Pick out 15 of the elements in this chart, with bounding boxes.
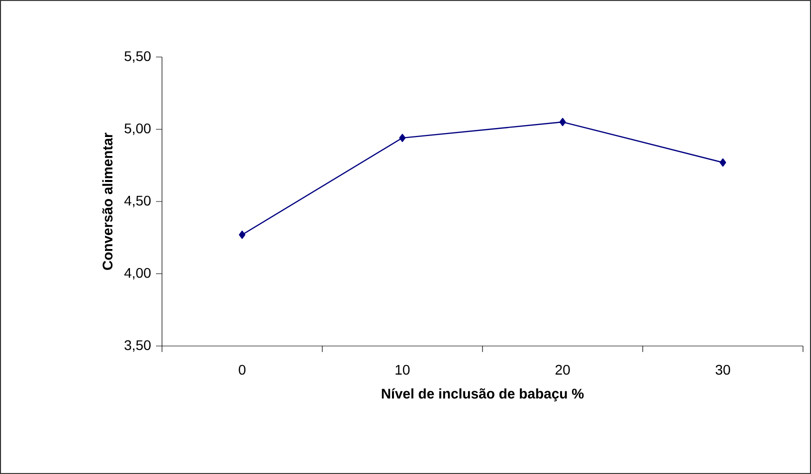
y-tick-label: 4,50 bbox=[124, 196, 151, 208]
x-tick-label: 30 bbox=[716, 364, 730, 375]
y-axis-title: Conversão alimentar bbox=[102, 132, 113, 270]
y-tick-label: 4,00 bbox=[124, 268, 151, 280]
y-tick-label: 5,00 bbox=[124, 123, 151, 136]
x-tick-label: 20 bbox=[556, 364, 570, 375]
x-tick-label: 0 bbox=[238, 364, 246, 375]
x-axis-title: Nível de inclusão de babaçu % bbox=[382, 388, 584, 402]
point bbox=[559, 118, 566, 126]
point bbox=[238, 230, 246, 239]
point bbox=[399, 134, 406, 142]
y-tick-label: 3,50 bbox=[124, 340, 151, 352]
y-tick-label: 5,50 bbox=[124, 51, 151, 63]
x-tick-label: 10 bbox=[396, 364, 410, 375]
point bbox=[720, 158, 726, 167]
